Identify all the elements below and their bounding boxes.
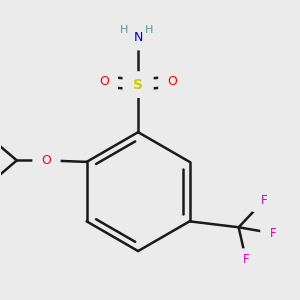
FancyBboxPatch shape [158, 69, 186, 94]
FancyBboxPatch shape [90, 69, 118, 94]
Text: N: N [134, 31, 143, 44]
FancyBboxPatch shape [251, 189, 277, 212]
FancyBboxPatch shape [260, 222, 285, 245]
Text: O: O [99, 75, 109, 88]
FancyBboxPatch shape [233, 248, 259, 272]
Text: F: F [261, 194, 267, 207]
Text: H: H [145, 25, 154, 34]
Text: O: O [167, 75, 177, 88]
Text: S: S [133, 78, 143, 92]
FancyBboxPatch shape [122, 71, 154, 98]
Text: F: F [269, 227, 276, 240]
FancyBboxPatch shape [119, 24, 158, 50]
Text: F: F [243, 254, 249, 266]
FancyBboxPatch shape [32, 148, 61, 173]
Text: O: O [42, 154, 51, 167]
Text: H: H [120, 25, 128, 34]
